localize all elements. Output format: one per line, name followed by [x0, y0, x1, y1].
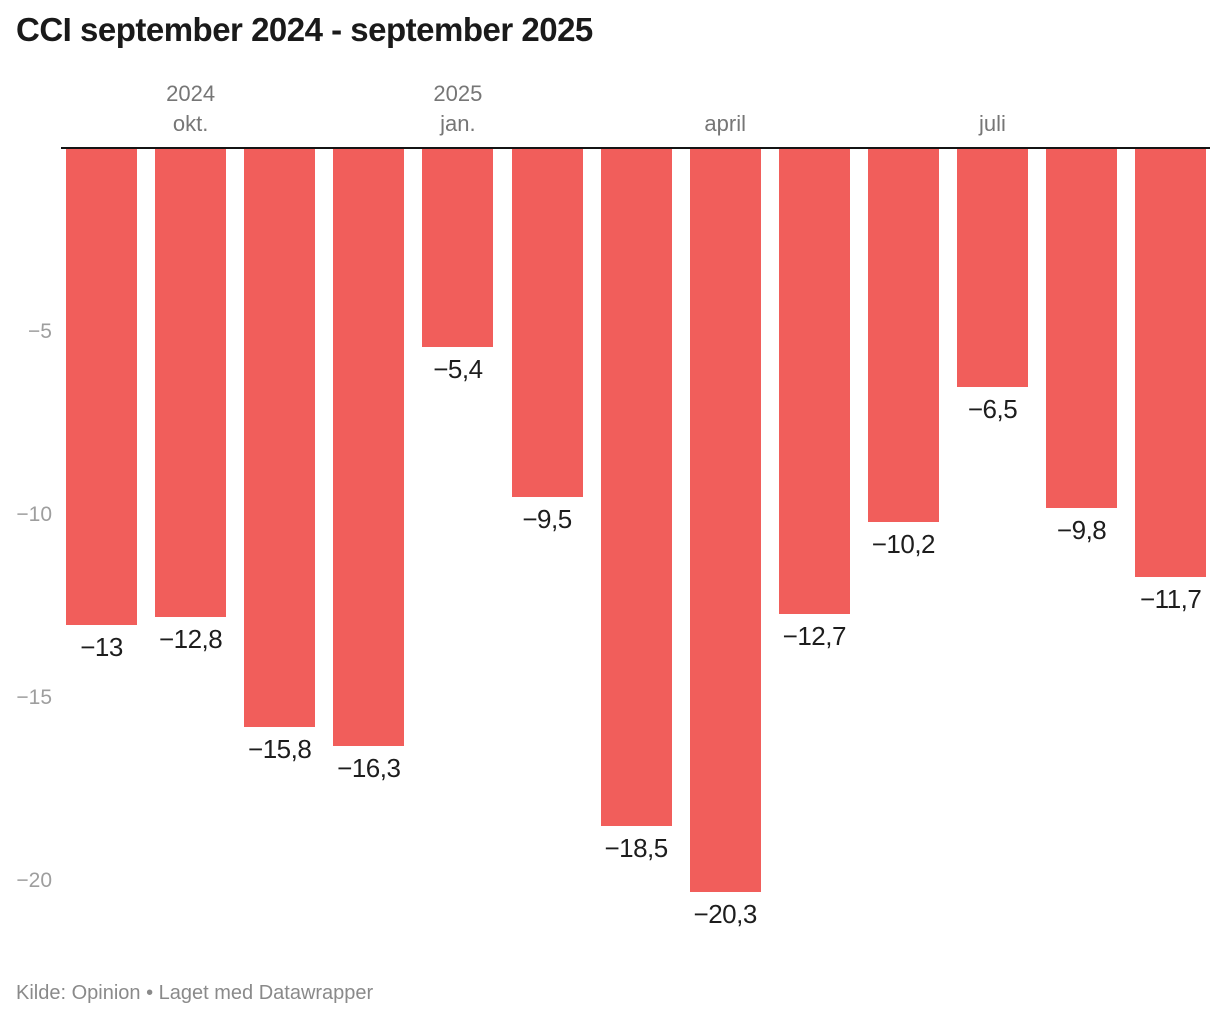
- bar: [333, 149, 405, 746]
- bar: [957, 149, 1028, 387]
- bar: [600, 149, 672, 826]
- bar: [1135, 149, 1207, 577]
- bar-value-label: −18,5: [604, 833, 668, 863]
- bar-value-label: −6,5: [967, 394, 1018, 424]
- x-axis-month-label: jan.: [440, 111, 476, 136]
- x-axis-month-label: april: [704, 111, 746, 136]
- x-axis-month-label: okt.: [172, 111, 209, 136]
- bar-value-label: −12,8: [158, 624, 223, 654]
- bar: [867, 149, 939, 522]
- bar-value-label: −9,5: [522, 504, 572, 534]
- bar-value-label: −10,2: [871, 529, 936, 559]
- bar-value-label: −13: [80, 632, 123, 662]
- x-axis-year-label: 2024: [166, 81, 216, 106]
- x-axis-year-label: 2025: [433, 81, 483, 106]
- bar: [155, 149, 227, 617]
- bar-value-label: −15,8: [248, 734, 312, 764]
- y-axis-tick-label: −20: [16, 869, 52, 892]
- bar: [689, 149, 761, 892]
- source-line: Kilde: Opinion • Laget med Datawrapper: [16, 982, 374, 1004]
- bar: [1046, 149, 1118, 508]
- bar-value-label: −16,3: [337, 753, 401, 783]
- chart-title: CCI september 2024 - september 2025: [16, 11, 593, 48]
- bar: [422, 149, 494, 347]
- bar-value-label: −5,4: [433, 354, 483, 384]
- x-axis-line: [61, 147, 1210, 149]
- bar: [511, 149, 583, 497]
- bar-value-label: −12,7: [782, 621, 847, 651]
- y-axis-tick-label: −15: [16, 686, 52, 709]
- y-axis-tick-label: −5: [28, 320, 52, 343]
- x-axis-month-label: juli: [979, 111, 1006, 136]
- bar: [244, 149, 316, 727]
- bar: [66, 149, 137, 625]
- y-axis-tick-label: −10: [16, 503, 52, 526]
- bar: [778, 149, 850, 614]
- bar-value-label: −11,7: [1140, 584, 1202, 614]
- bar-value-label: −20,3: [693, 899, 758, 929]
- bar-value-label: −9,8: [1056, 515, 1107, 545]
